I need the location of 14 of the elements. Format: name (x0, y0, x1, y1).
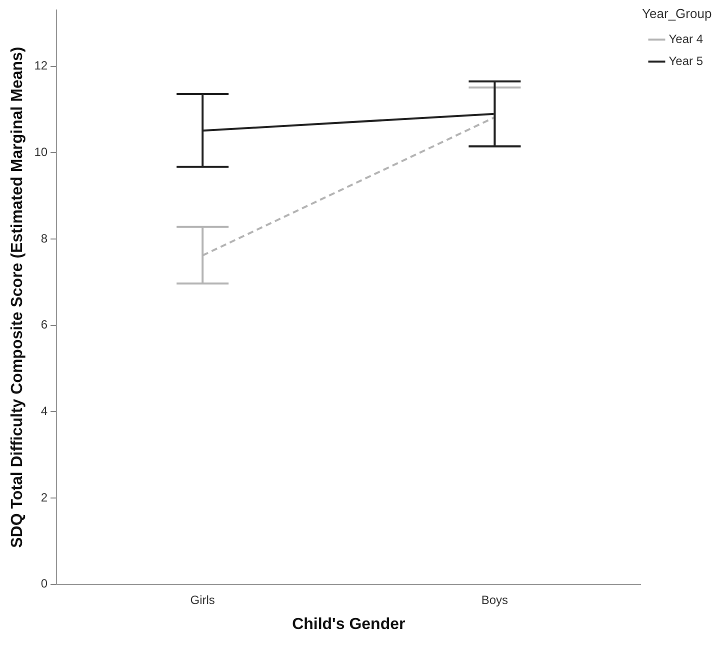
y-tick-label: 10 (34, 144, 48, 159)
x-axis-title: Child's Gender (292, 616, 406, 633)
y-tick-label: 6 (40, 318, 48, 332)
legend-label: Year 4 (668, 32, 704, 46)
x-tick-label: Girls (190, 592, 215, 607)
y-tick-label: 2 (40, 490, 48, 504)
legend-title: Year_Group (642, 6, 712, 22)
y-tick-label: 8 (40, 231, 48, 246)
x-tick-label: Boys (481, 592, 508, 607)
y-tick-label: 4 (40, 404, 48, 418)
y-tick-label: 0 (40, 576, 48, 591)
y-axis-title: SDQ Total Difficulty Composite Score (Estimated Marginal Means) (9, 46, 26, 548)
legend-label: Year 5 (668, 54, 704, 68)
y-tick-label: 12 (34, 58, 48, 73)
